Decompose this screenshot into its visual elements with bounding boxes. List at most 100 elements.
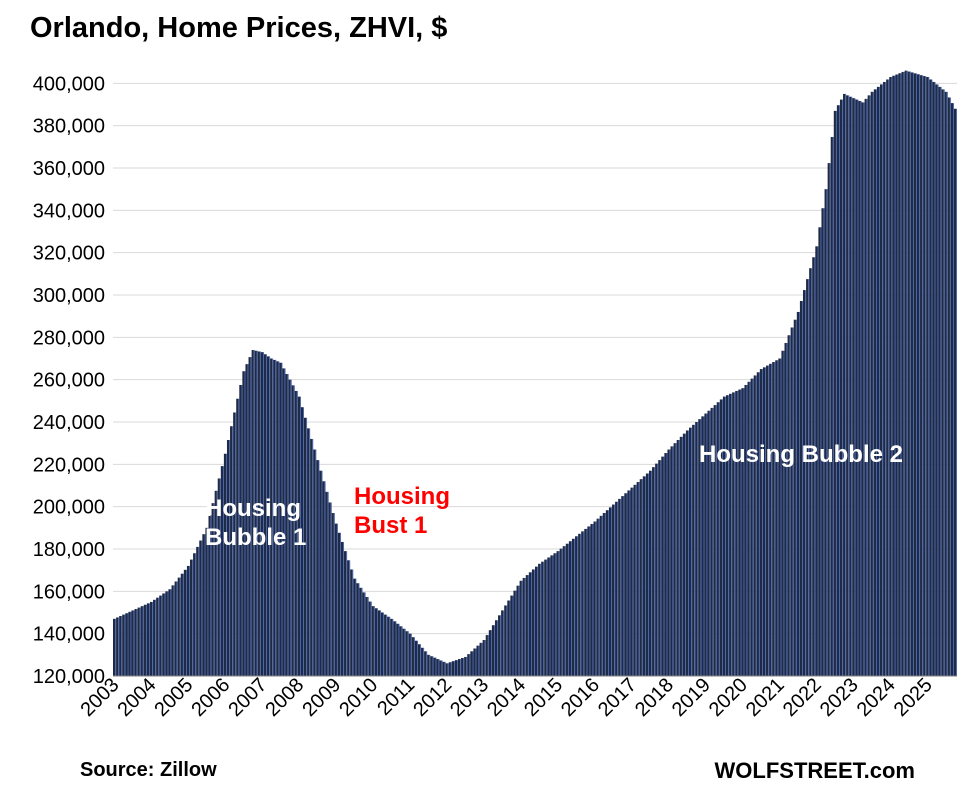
bar xyxy=(276,361,279,676)
bar xyxy=(941,89,944,677)
bar xyxy=(876,86,880,676)
bar xyxy=(923,76,926,677)
bar xyxy=(538,563,541,676)
bar xyxy=(387,616,390,676)
bar xyxy=(578,533,581,676)
bar xyxy=(405,631,408,676)
bar xyxy=(146,603,150,676)
bar xyxy=(476,645,479,676)
bar xyxy=(190,559,193,676)
bar xyxy=(454,660,458,676)
x-tick-label: 2008 xyxy=(261,674,308,721)
bar xyxy=(214,490,217,676)
bar xyxy=(648,470,652,676)
x-tick-label: 2004 xyxy=(114,674,161,721)
bar xyxy=(384,614,387,676)
bar xyxy=(762,367,766,676)
bar xyxy=(485,635,488,676)
bar xyxy=(849,96,852,676)
bar xyxy=(303,417,307,676)
bar xyxy=(171,585,174,676)
x-tick-label: 2018 xyxy=(631,674,678,721)
bar xyxy=(498,615,501,676)
bar xyxy=(245,364,248,676)
y-tick-label: 160,000 xyxy=(33,581,105,603)
bar xyxy=(713,405,716,676)
bar xyxy=(920,75,923,676)
bar xyxy=(260,352,264,676)
bar xyxy=(461,658,464,676)
x-tick-label: 2012 xyxy=(409,674,456,721)
bar xyxy=(879,84,883,676)
bar xyxy=(448,662,451,676)
bar xyxy=(938,86,941,676)
bar xyxy=(368,601,371,676)
bar xyxy=(907,71,910,676)
bar xyxy=(337,532,341,676)
bar xyxy=(535,566,538,676)
bar xyxy=(137,607,140,676)
y-tick-label: 120,000 xyxy=(33,666,105,688)
chart-title: Orlando, Home Prices, ZHVI, $ xyxy=(30,12,448,44)
bar xyxy=(784,342,787,676)
bar xyxy=(528,572,532,676)
x-tick-label: 2006 xyxy=(187,674,234,721)
bar xyxy=(716,402,719,676)
bar xyxy=(507,600,510,676)
bar xyxy=(741,388,744,676)
bar xyxy=(411,637,414,676)
bar xyxy=(408,633,411,676)
bar xyxy=(618,498,621,676)
bar xyxy=(270,358,273,676)
bar xyxy=(334,523,337,676)
bar xyxy=(735,390,738,676)
bar xyxy=(488,630,491,676)
bar xyxy=(901,71,904,677)
bar xyxy=(753,375,756,676)
bar xyxy=(898,73,901,676)
x-tick-label: 2005 xyxy=(150,674,197,721)
bar xyxy=(310,438,313,676)
bar xyxy=(473,648,476,676)
bar xyxy=(248,357,251,676)
bar xyxy=(134,608,137,676)
bar xyxy=(633,484,636,676)
bar xyxy=(796,311,799,676)
bar xyxy=(587,526,590,676)
bar xyxy=(568,541,572,676)
bar xyxy=(605,510,609,676)
bar xyxy=(424,651,427,676)
bar xyxy=(772,362,775,676)
bar xyxy=(162,593,165,676)
bar xyxy=(347,560,350,676)
x-tick-label: 2013 xyxy=(446,674,493,721)
bar xyxy=(122,614,125,676)
y-tick-label: 200,000 xyxy=(33,497,105,519)
bar xyxy=(279,362,282,676)
bar xyxy=(950,103,954,677)
bar xyxy=(356,583,359,676)
bar xyxy=(778,358,781,676)
bar xyxy=(226,440,230,676)
bar xyxy=(430,656,433,676)
bar xyxy=(858,100,861,677)
x-tick-label: 2017 xyxy=(594,674,641,721)
bar xyxy=(562,546,565,676)
bar xyxy=(322,481,325,676)
bar xyxy=(263,354,267,676)
bar xyxy=(402,628,405,676)
bar xyxy=(630,487,633,676)
bar xyxy=(242,371,245,676)
bar xyxy=(421,647,424,676)
bar xyxy=(932,81,935,676)
bar xyxy=(156,597,159,676)
bar xyxy=(186,565,190,676)
x-tick-label: 2011 xyxy=(373,674,419,720)
bar xyxy=(821,208,824,677)
bar xyxy=(202,534,205,676)
bar xyxy=(707,410,710,676)
bar xyxy=(590,523,593,676)
bar xyxy=(377,610,381,676)
x-tick-label: 2022 xyxy=(779,674,826,721)
